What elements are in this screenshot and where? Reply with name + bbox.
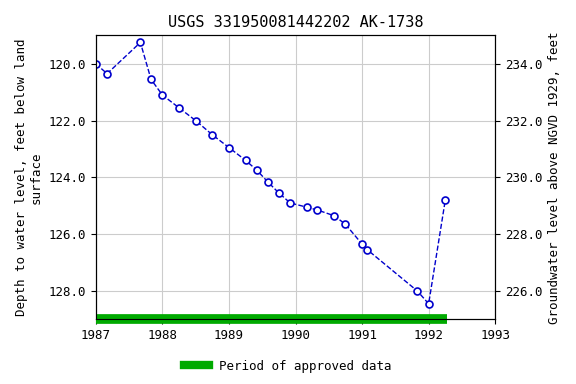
Legend: Period of approved data: Period of approved data [179, 355, 397, 378]
Y-axis label: Depth to water level, feet below land
surface: Depth to water level, feet below land su… [15, 39, 43, 316]
Y-axis label: Groundwater level above NGVD 1929, feet: Groundwater level above NGVD 1929, feet [548, 31, 561, 324]
Title: USGS 331950081442202 AK-1738: USGS 331950081442202 AK-1738 [168, 15, 423, 30]
